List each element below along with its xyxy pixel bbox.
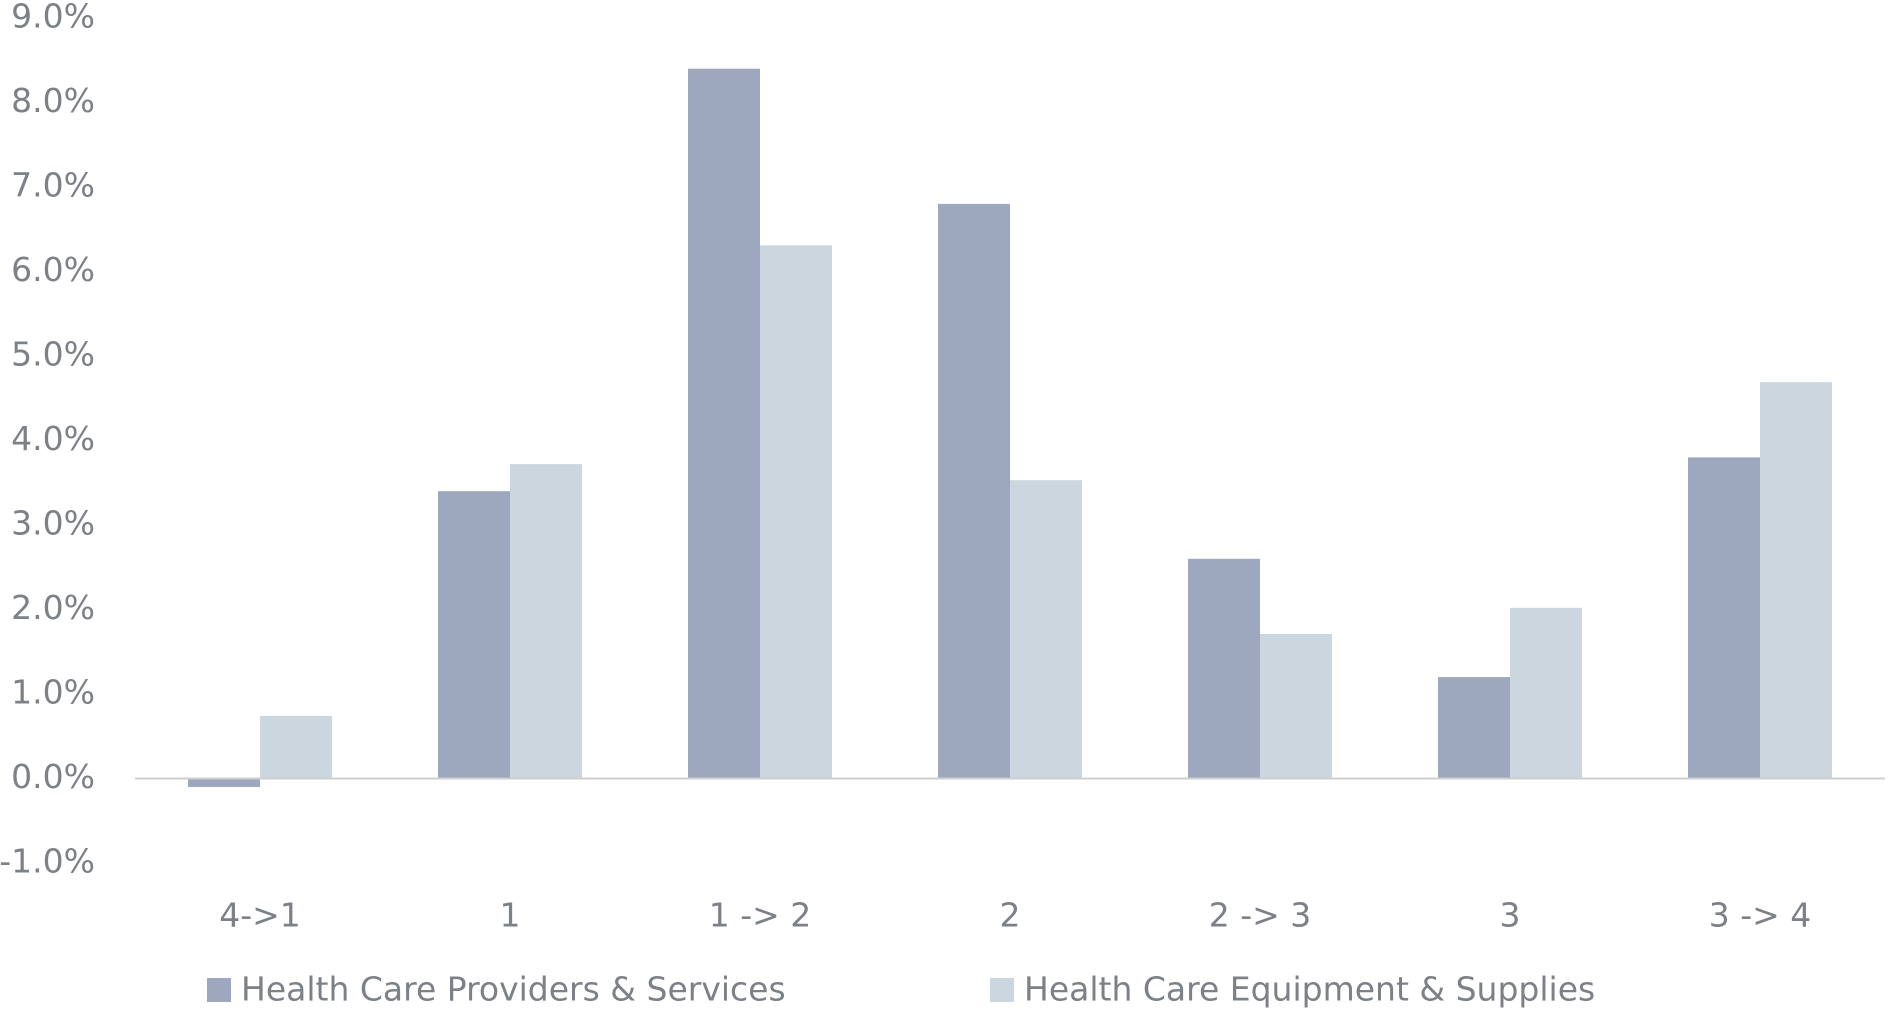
y-tick-label: 9.0% [11, 0, 95, 36]
y-tick-label: 8.0% [11, 81, 95, 120]
y-tick-label: 2.0% [11, 588, 95, 627]
x-tick-label: 4->1 [219, 896, 301, 935]
legend-swatch [990, 978, 1014, 1002]
legend-label: Health Care Providers & Services [241, 970, 786, 1009]
x-tick-label: 2 [1000, 896, 1021, 935]
legend-label: Health Care Equipment & Supplies [1024, 970, 1595, 1009]
bar [1438, 677, 1510, 779]
y-tick-label: 5.0% [11, 335, 95, 374]
bar [1688, 457, 1760, 779]
x-tick-label: 1 -> 2 [709, 896, 812, 935]
x-tick-label: 1 [500, 896, 521, 935]
bar [260, 715, 332, 779]
bar [1510, 607, 1582, 779]
bar [760, 245, 832, 779]
y-tick-label: 4.0% [11, 419, 95, 458]
x-tick-label: 3 -> 4 [1709, 896, 1812, 935]
legend-swatch [207, 978, 231, 1002]
bar [688, 68, 760, 779]
bar [938, 203, 1010, 779]
y-tick-label: 6.0% [11, 250, 95, 289]
y-tick-label: 1.0% [11, 673, 95, 712]
bar [188, 778, 260, 787]
bar [1010, 480, 1082, 779]
bar [510, 464, 582, 779]
bar [1188, 558, 1260, 779]
bar [1260, 634, 1332, 779]
x-tick-label: 3 [1500, 896, 1521, 935]
y-tick-label: 7.0% [11, 166, 95, 205]
y-tick-label: 0.0% [11, 757, 95, 796]
y-tick-label: 3.0% [11, 504, 95, 543]
bar [438, 491, 510, 779]
x-tick-label: 2 -> 3 [1209, 896, 1312, 935]
bar [1760, 382, 1832, 779]
y-tick-label: -1.0% [0, 842, 95, 881]
